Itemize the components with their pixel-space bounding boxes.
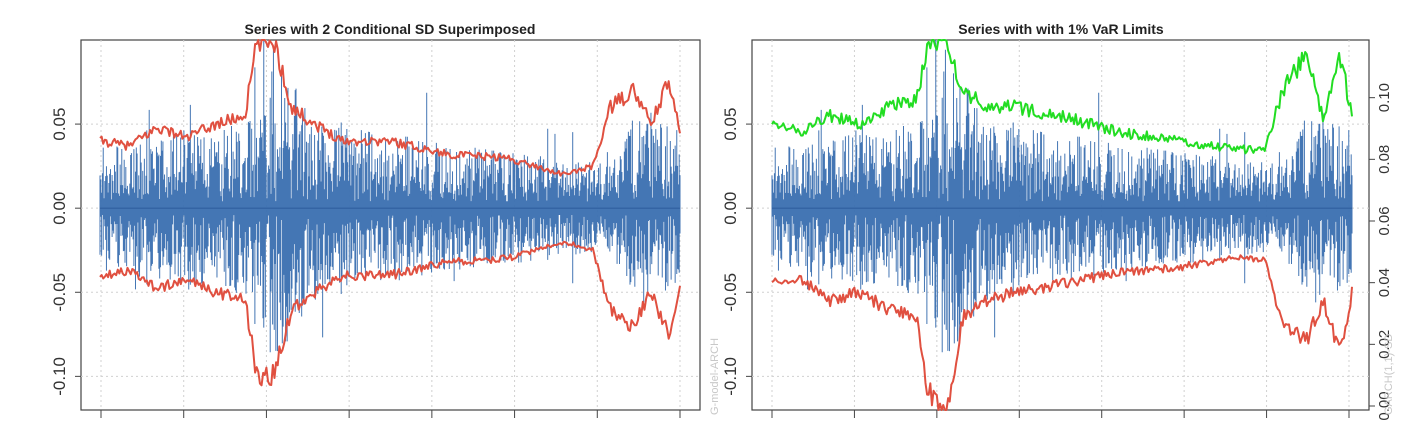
y2-tick-label: 0.08 xyxy=(1376,145,1393,174)
return-series-bars xyxy=(771,40,1353,353)
chart-title: Series with with 1% VaR Limits xyxy=(958,21,1164,37)
y2-tick-label: 0.04 xyxy=(1376,268,1393,297)
watermark-left: G-model-ARCH xyxy=(709,338,721,415)
y-tick-label: -0.05 xyxy=(50,273,69,312)
upper-limit-line xyxy=(771,39,1353,155)
y-tick-label: 0.05 xyxy=(721,108,740,141)
y-axis: -0.10 -0.05 0.00 0.05 xyxy=(721,108,752,396)
plot-frame xyxy=(751,39,1370,411)
y-tick-label: -0.05 xyxy=(721,273,740,312)
y-tick-label: 0.05 xyxy=(50,108,69,141)
y-tick-label: 0.00 xyxy=(50,192,69,225)
y2-tick-label: 0.00 xyxy=(1376,391,1393,420)
y2-axis: 0.00 0.02 0.04 0.06 0.08 0.10 xyxy=(1369,83,1393,421)
plot-frame xyxy=(80,39,701,411)
x-axis xyxy=(771,410,1350,418)
lower-limit-line xyxy=(99,240,681,387)
chart-title: Series with 2 Conditional SD Superimpose… xyxy=(245,21,536,37)
y-axis: -0.10 -0.05 0.00 0.05 xyxy=(50,108,81,396)
y-tick-label: -0.10 xyxy=(721,357,740,396)
y2-tick-label: 0.10 xyxy=(1376,83,1393,112)
return-series xyxy=(771,40,1353,353)
panel-conditional-sd: -0.10 -0.05 0.00 0.05 Series with 2 Conditi… xyxy=(50,21,701,418)
x-axis xyxy=(100,410,681,418)
var-limits xyxy=(771,39,1353,411)
panel-var-limits: -0.10-0.050.000.05 0.000.020.040.060.080… xyxy=(721,21,1393,421)
y2-tick-label: 0.06 xyxy=(1376,206,1393,235)
y-tick-label: -0.10 xyxy=(50,357,69,396)
upper-limit-line xyxy=(99,39,681,177)
y-tick-label: 0.00 xyxy=(721,192,740,225)
lower-limit-line xyxy=(771,254,1353,411)
return-series-bars xyxy=(99,40,681,353)
return-series xyxy=(99,40,681,353)
y2-tick-label: 0.02 xyxy=(1376,330,1393,359)
watermark-right: GARCH(1,1)-SD xyxy=(1383,334,1395,415)
sd-bands xyxy=(99,39,681,387)
